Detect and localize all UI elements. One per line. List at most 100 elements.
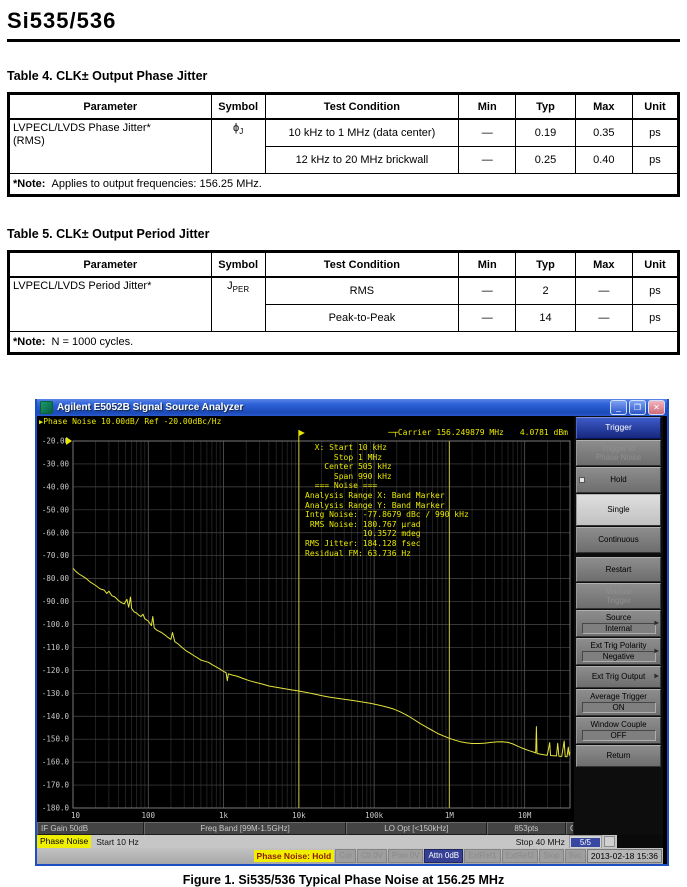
note-cell: *Note: Applies to output frequencies: 15… — [8, 173, 679, 196]
window-titlebar[interactable]: Agilent E5052B Signal Source Analyzer _ … — [37, 399, 667, 416]
points-indicator: 853pts — [486, 822, 566, 835]
softkey-hold[interactable]: Hold — [576, 467, 661, 493]
col-header: Max — [574, 93, 633, 120]
symbol-cell: JPER — [210, 276, 266, 332]
softkey-label: Restart — [605, 564, 632, 574]
table4-caption: Table 4. CLK± Output Phase Jitter — [7, 69, 208, 83]
status-square — [604, 836, 615, 847]
softkey-label: Ext Trig Polarity — [590, 640, 647, 650]
softkey-manual-trigger[interactable]: Manual Trigger — [576, 583, 661, 609]
softkey-single[interactable]: Single — [576, 494, 661, 526]
close-button[interactable]: ✕ — [648, 400, 665, 415]
window-title: Agilent E5052B Signal Source Analyzer — [57, 402, 244, 413]
softkey-label: Single — [607, 505, 630, 515]
softkey-ext-trig-output[interactable]: Ext Trig Output ▶ — [576, 666, 661, 688]
analyzer-content: -20.00 -30.00 -40.00 -50.00 -60.00 -70.00 -80.… — [37, 416, 663, 864]
submenu-arrow-icon: ▶ — [654, 647, 659, 654]
menu-title-trigger: Trigger — [576, 417, 661, 439]
info-line: Stop 1 MHz — [305, 452, 383, 462]
svg-text:1M: 1M — [445, 811, 455, 820]
softkey-ext-trig-polarity[interactable]: Ext Trig Polarity Negative ▶ — [576, 638, 661, 665]
svg-text:-110.0: -110.0 — [42, 643, 70, 652]
figure-1: Agilent E5052B Signal Source Analyzer _ … — [7, 399, 680, 887]
svg-text:10M: 10M — [518, 811, 532, 820]
unit-cell: ps — [631, 118, 680, 147]
col-header: Unit — [631, 93, 680, 120]
softkey-label: Return — [606, 751, 631, 761]
analyzer-window: Agilent E5052B Signal Source Analyzer _ … — [35, 399, 669, 866]
softkey-window-couple[interactable]: Window Couple OFF — [576, 717, 661, 744]
softkey-source[interactable]: Source Internal ▶ — [576, 610, 661, 637]
submenu-arrow-icon: ▶ — [654, 619, 659, 626]
trace-status-row: Phase Noise Start 10 Hz Stop 40 MHz 5/5 — [37, 834, 663, 849]
symbol-cell: ϕJ — [210, 118, 266, 174]
typ-cell: 14 — [515, 304, 576, 332]
ext-ref2-status: ExtRef2 — [501, 849, 539, 863]
freq-band-indicator: Freq Band [99M-1.5GHz] — [144, 822, 347, 835]
test-condition-cell: RMS — [264, 276, 460, 305]
softkey-continuous[interactable]: Continuous — [576, 527, 661, 553]
correction-indicator: Corre 5 — [566, 822, 574, 835]
typ-cell: 0.19 — [515, 118, 576, 147]
table-row: LVPECL/LVDS Period Jitter* JPER RMS — 2 … — [8, 276, 680, 332]
softkey-label: Hold — [610, 475, 627, 485]
softkey-return[interactable]: Return — [576, 745, 661, 767]
figure-caption: Figure 1. Si535/536 Typical Phase Noise … — [182, 873, 505, 887]
note-label: *Note: — [13, 336, 46, 348]
table5-caption: Table 5. CLK± Output Period Jitter — [7, 227, 210, 241]
typ-cell: 0.25 — [515, 146, 576, 174]
svg-text:-180.0: -180.0 — [42, 804, 70, 813]
restore-button[interactable]: ❐ — [629, 400, 646, 415]
service-status: Svc — [564, 849, 586, 863]
app-icon — [40, 401, 53, 414]
svg-text:-20.00: -20.00 — [42, 437, 70, 446]
svg-text:10k: 10k — [292, 811, 306, 820]
col-header: Symbol — [210, 251, 266, 278]
phase-noise-plot: -20.00 -30.00 -40.00 -50.00 -60.00 -70.00 -80.… — [37, 416, 574, 822]
typ-cell: 2 — [515, 276, 576, 305]
svg-text:-170.0: -170.0 — [42, 781, 70, 790]
trace-header-text: Phase Noise 10.00dB/ Ref -20.00dBc/Hz — [43, 417, 222, 426]
trace-marker-icon: ▶ — [39, 418, 44, 426]
col-header: Test Condition — [264, 93, 460, 120]
minimize-button[interactable]: _ — [610, 400, 627, 415]
min-cell: — — [458, 304, 517, 332]
trigger-hold-indicator: Phase Noise: Hold — [253, 850, 335, 862]
table5-period-jitter: Parameter Symbol Test Condition Min Typ … — [7, 250, 680, 355]
min-cell: — — [458, 276, 517, 305]
parameter-cell: LVPECL/LVDS Period Jitter* — [8, 276, 212, 332]
symbol-base: ϕ — [233, 122, 240, 134]
col-header: Min — [458, 93, 517, 120]
svg-text:-150.0: -150.0 — [42, 735, 70, 744]
symbol-sub: J — [239, 127, 244, 137]
phase-noise-display: -20.00 -30.00 -40.00 -50.00 -60.00 -70.00 -80.… — [37, 416, 574, 822]
symbol-sub: PER — [232, 285, 250, 295]
svg-text:-70.00: -70.00 — [42, 551, 70, 560]
unit-cell: ps — [631, 146, 680, 174]
svg-text:100k: 100k — [365, 811, 384, 820]
svg-text:-50.00: -50.00 — [42, 505, 70, 514]
softkey-trigger-to-phase-noise[interactable]: Trigger to Phase Noise — [576, 440, 661, 466]
col-header: Max — [574, 251, 633, 278]
svg-text:-100.0: -100.0 — [42, 620, 70, 629]
svg-text:-60.00: -60.00 — [42, 528, 70, 537]
correction-status: Cor — [335, 849, 357, 863]
softkey-average-trigger[interactable]: Average Trigger ON — [576, 689, 661, 716]
max-cell: — — [574, 276, 633, 305]
softkey-restart[interactable]: Restart — [576, 557, 661, 582]
attenuator-status: Attn 0dB — [424, 849, 464, 863]
softkey-label: Manual — [605, 586, 632, 596]
min-cell: — — [458, 146, 517, 174]
min-cell: — — [458, 118, 517, 147]
col-header: Min — [458, 251, 517, 278]
parameter-line1: LVPECL/LVDS Phase Jitter* — [13, 122, 151, 134]
dc-control-status: Ctl 0V — [357, 849, 387, 863]
softkey-value: Internal — [581, 623, 656, 635]
test-condition-cell: 10 kHz to 1 MHz (data center) — [264, 118, 460, 147]
phase-noise-badge: Phase Noise — [37, 835, 92, 848]
col-header: Typ — [515, 93, 576, 120]
softkey-value: OFF — [581, 730, 656, 742]
table-row: LVPECL/LVDS Phase Jitter* (RMS) ϕJ 10 kH… — [8, 118, 680, 174]
stop-status: Stop — [539, 849, 564, 863]
